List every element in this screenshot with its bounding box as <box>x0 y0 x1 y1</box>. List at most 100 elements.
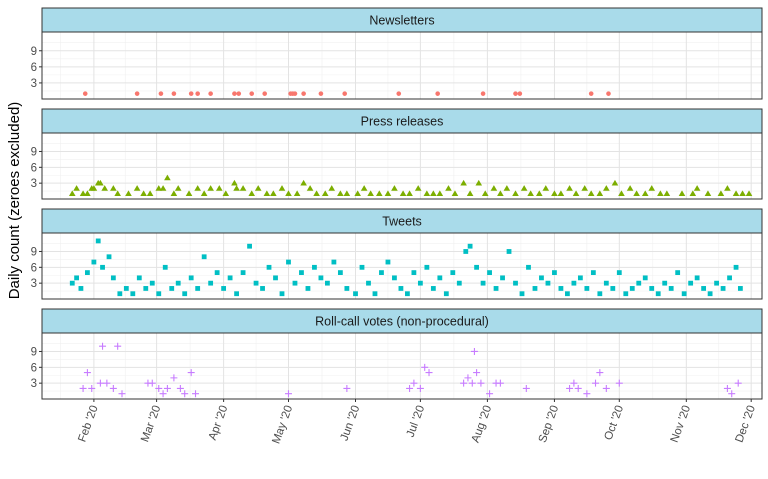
data-point <box>704 190 712 197</box>
data-point <box>163 384 171 392</box>
data-point <box>155 185 163 191</box>
data-point <box>473 369 481 377</box>
data-point <box>99 342 107 350</box>
data-point <box>299 270 304 275</box>
data-point <box>588 91 594 96</box>
data-point <box>603 185 610 191</box>
data-point <box>146 190 154 197</box>
data-point <box>424 264 430 270</box>
data-point <box>312 264 317 270</box>
data-point <box>596 369 604 377</box>
data-point <box>103 379 111 387</box>
data-point <box>88 384 96 392</box>
data-point <box>636 280 642 286</box>
data-point <box>490 185 498 191</box>
data-point <box>96 379 104 387</box>
data-point <box>273 275 278 281</box>
panel-border <box>41 332 763 400</box>
data-point <box>83 369 91 377</box>
data-point <box>572 190 580 197</box>
data-point <box>318 91 324 96</box>
data-point <box>159 390 167 398</box>
data-point <box>114 342 122 350</box>
y-tick-label: 9 <box>31 346 37 358</box>
data-point <box>90 185 98 191</box>
data-point <box>542 185 550 191</box>
data-point <box>642 275 648 281</box>
data-point <box>375 190 383 197</box>
data-point <box>118 390 126 398</box>
data-point <box>143 286 149 291</box>
data-point <box>430 190 437 197</box>
panel-border <box>41 232 763 300</box>
data-point <box>174 185 182 191</box>
data-point <box>82 91 88 96</box>
data-point <box>445 185 452 191</box>
x-tick-label: May '20 <box>270 404 295 446</box>
data-point <box>626 185 634 191</box>
data-point <box>675 270 681 275</box>
data-point <box>194 185 201 191</box>
data-point <box>188 275 194 281</box>
data-point <box>557 190 565 197</box>
data-point <box>195 91 200 96</box>
data-point <box>663 190 671 197</box>
facet-title: Tweets <box>382 215 422 229</box>
data-point <box>417 280 423 286</box>
data-point <box>539 275 544 281</box>
data-point <box>136 275 142 281</box>
data-point <box>170 374 178 382</box>
data-point <box>110 275 116 281</box>
data-point <box>474 264 479 270</box>
data-point <box>354 190 361 197</box>
data-point <box>728 390 736 398</box>
data-point <box>602 384 610 392</box>
data-point <box>79 190 87 197</box>
data-point <box>668 286 674 291</box>
data-point <box>367 190 374 197</box>
data-point <box>97 179 104 186</box>
data-point <box>566 185 573 191</box>
data-point <box>78 286 84 291</box>
data-point <box>436 190 444 197</box>
data-point <box>732 190 740 197</box>
data-point <box>681 291 687 297</box>
x-tick-label: Aug '20 <box>470 404 494 444</box>
data-point <box>443 291 449 297</box>
data-point <box>463 249 469 254</box>
facet-title: Roll-call votes (non-procedural) <box>315 315 489 329</box>
data-point <box>477 379 485 387</box>
data-point <box>140 190 147 197</box>
x-tick-label: Jul '20 <box>405 404 428 439</box>
data-point <box>343 190 351 197</box>
data-point <box>360 185 368 191</box>
data-point <box>450 270 456 275</box>
data-point <box>648 185 656 191</box>
data-point <box>240 270 246 275</box>
data-point <box>182 291 188 297</box>
data-point <box>313 190 320 197</box>
data-point <box>519 291 525 297</box>
data-point <box>513 280 518 286</box>
data-point <box>500 275 505 281</box>
facet-panel-1: 3 6 9 Newsletters <box>31 7 763 100</box>
data-point <box>321 190 329 197</box>
data-point <box>486 390 494 398</box>
data-point <box>233 185 240 191</box>
data-point <box>286 259 291 265</box>
data-point <box>411 270 417 275</box>
y-tick-label: 3 <box>31 78 37 90</box>
y-tick-label: 6 <box>31 62 37 74</box>
data-point <box>68 190 76 197</box>
data-point <box>460 179 467 186</box>
y-tick-label: 6 <box>31 262 37 274</box>
data-point <box>610 286 616 291</box>
data-point <box>385 259 391 265</box>
data-point <box>159 185 167 191</box>
y-tick-label: 6 <box>31 362 37 374</box>
data-point <box>727 275 732 281</box>
data-point <box>125 190 132 197</box>
data-point <box>84 190 91 197</box>
data-point <box>714 280 719 286</box>
data-point <box>234 291 239 297</box>
